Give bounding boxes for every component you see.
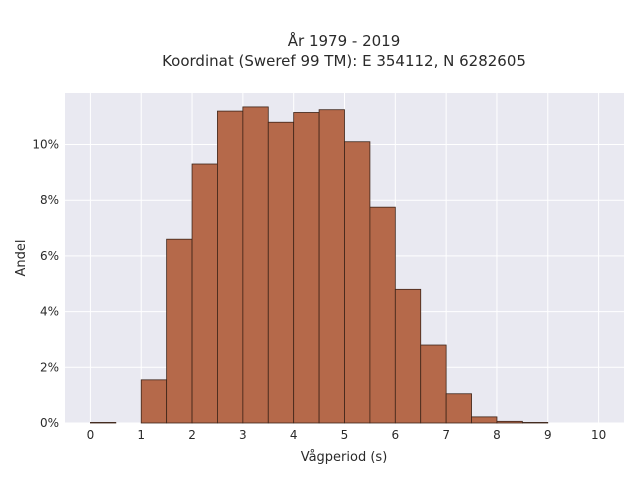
x-tick-label: 6 (391, 428, 399, 442)
histogram-bar (191, 163, 218, 424)
histogram-bar (496, 420, 523, 424)
x-tick-label: 10 (591, 428, 606, 442)
x-tick-label: 2 (188, 428, 196, 442)
x-tick-label: 7 (442, 428, 450, 442)
x-axis-label: Vågperiod (s) (301, 450, 388, 465)
histogram-bar (394, 288, 422, 424)
y-tick-label: 0% (40, 416, 59, 430)
histogram-bar (293, 112, 320, 424)
y-tick-label: 8% (40, 193, 59, 207)
x-tick-label: 1 (137, 428, 145, 442)
histogram-bar (344, 141, 371, 424)
chart-title-line-1: År 1979 - 2019 (288, 31, 401, 50)
x-tick-label: 9 (544, 428, 552, 442)
histogram-bar (90, 422, 117, 424)
chart-title-line-2: Koordinat (Sweref 99 TM): E 354112, N 62… (162, 52, 526, 70)
y-tick-label: 2% (40, 360, 59, 374)
x-tick-label: 8 (493, 428, 501, 442)
histogram-bar (471, 416, 498, 424)
y-tick-label: 6% (40, 249, 59, 263)
histogram-bar (521, 422, 549, 424)
x-tick-label: 4 (290, 428, 298, 442)
x-tick-label: 3 (239, 428, 247, 442)
y-axis-label: Andel (14, 240, 29, 277)
histogram-bar (242, 106, 269, 424)
histogram-bar (369, 206, 396, 424)
y-tick-label: 10% (32, 138, 59, 152)
histogram-bar (140, 379, 168, 424)
x-tick-label: 0 (87, 428, 95, 442)
histogram-bar (217, 110, 244, 424)
x-tick-label: 5 (341, 428, 349, 442)
axis-ticks: 0 1 2 3 4 5 6 7 8 9 10 0% 2% 4% 6% 8% 10% (32, 138, 606, 442)
histogram-bar (166, 238, 193, 424)
histogram-bars (90, 106, 549, 424)
histogram-bar (445, 393, 472, 424)
y-tick-label: 4% (40, 305, 59, 319)
histogram-bar (420, 344, 447, 424)
histogram-bar (267, 121, 295, 424)
histogram-bar (318, 109, 345, 424)
